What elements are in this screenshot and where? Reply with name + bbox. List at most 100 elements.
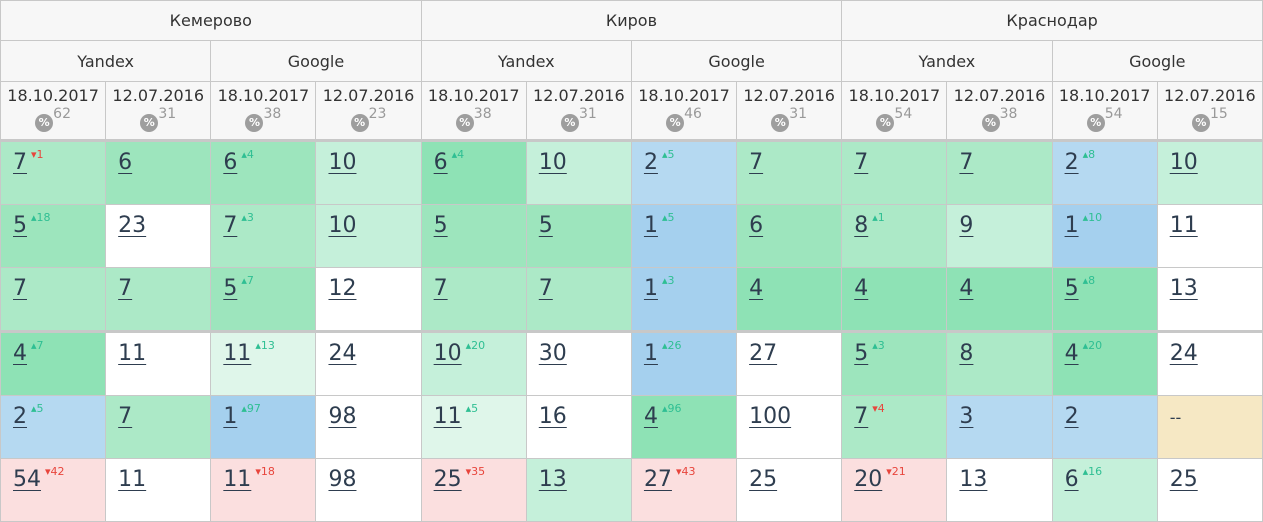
position-value[interactable]: 30 (538, 341, 567, 366)
position-value[interactable]: 2 (643, 150, 658, 175)
position-value[interactable]: 7 (118, 404, 133, 429)
position-value[interactable]: 24 (1169, 341, 1198, 366)
position-value[interactable]: 7 (118, 276, 133, 301)
position-value[interactable]: 4 (959, 276, 974, 301)
position-value[interactable]: 54 (13, 467, 41, 492)
position-cell: 4 (946, 267, 1053, 332)
position-value[interactable]: 6 (1064, 467, 1079, 492)
position-value[interactable]: 13 (1169, 276, 1198, 301)
position-value[interactable]: 5 (1064, 276, 1079, 301)
position-value[interactable]: 7 (13, 276, 27, 301)
position-value[interactable]: 1 (1064, 213, 1079, 238)
position-value[interactable]: 10 (1169, 150, 1198, 175)
position-change-down: ▾35 (466, 465, 486, 478)
position-cell: 98 (315, 458, 422, 522)
triangle-up-icon: ▴ (31, 402, 37, 415)
position-value[interactable]: 5 (223, 276, 238, 301)
position-value[interactable]: 1 (643, 341, 658, 366)
position-value[interactable]: 25 (749, 467, 778, 492)
triangle-up-icon: ▴ (31, 339, 37, 352)
position-value[interactable]: 7 (959, 150, 974, 175)
date-label: 12.07.2016 (322, 86, 415, 105)
position-value[interactable]: 9 (959, 213, 974, 238)
position-value[interactable]: 1 (643, 213, 658, 238)
position-value[interactable]: 24 (328, 341, 357, 366)
position-value[interactable]: 2 (13, 404, 27, 429)
position-value[interactable]: 4 (854, 276, 869, 301)
position-value[interactable]: 6 (118, 150, 133, 175)
position-value[interactable]: 11 (223, 467, 252, 492)
triangle-up-icon: ▴ (1082, 274, 1089, 287)
engine-header: Google (1051, 40, 1263, 82)
position-value[interactable]: 20 (854, 467, 883, 492)
position-value[interactable]: 11 (1169, 213, 1198, 238)
position-value[interactable]: 98 (328, 404, 357, 429)
position-value[interactable]: 5 (538, 213, 553, 238)
position-change-down: ▾1 (31, 148, 44, 161)
position-value[interactable]: 7 (223, 213, 238, 238)
position-value[interactable]: 98 (328, 467, 357, 492)
position-cell: 6 ▴16 (1051, 458, 1158, 522)
date-label: 18.10.2017 (427, 86, 520, 105)
position-value[interactable]: 11 (118, 467, 147, 492)
position-value[interactable]: 3 (959, 404, 974, 429)
engine-header: Google (630, 40, 843, 82)
position-value[interactable]: 8 (854, 213, 869, 238)
position-value[interactable]: 8 (959, 341, 974, 366)
position-change-up: ▴4 (241, 148, 254, 161)
position-cell: 16 (525, 395, 632, 459)
position-value[interactable]: 4 (1064, 341, 1079, 366)
position-value[interactable]: 4 (749, 276, 764, 301)
triangle-up-icon: ▴ (451, 148, 458, 161)
change-value: 7 (36, 339, 44, 352)
position-value[interactable]: 5 (854, 341, 869, 366)
position-cell: 6 (736, 204, 843, 268)
position-value[interactable]: 12 (328, 276, 357, 301)
position-value[interactable]: 1 (643, 276, 658, 301)
position-value[interactable]: 6 (223, 150, 238, 175)
position-cell: 7 (105, 395, 212, 459)
position-cell: 10 (1156, 140, 1263, 205)
position-value[interactable]: 7 (433, 276, 448, 301)
position-value[interactable]: 25 (1169, 467, 1198, 492)
position-value[interactable]: 7 (13, 150, 27, 175)
position-value[interactable]: 1 (223, 404, 238, 429)
percent-icon: % (245, 113, 264, 132)
position-value[interactable]: 6 (433, 150, 448, 175)
position-value[interactable]: 7 (854, 404, 869, 429)
position-value[interactable]: 11 (223, 341, 252, 366)
position-change-up: ▴5 (662, 148, 675, 161)
position-value[interactable]: 23 (118, 213, 147, 238)
position-value[interactable]: 100 (749, 404, 792, 429)
position-value[interactable]: 2 (1064, 404, 1079, 429)
position-value[interactable]: 2 (1064, 150, 1079, 175)
position-value[interactable]: 10 (538, 150, 567, 175)
position-value[interactable]: 7 (749, 150, 764, 175)
position-value[interactable]: 27 (643, 467, 672, 492)
position-value[interactable]: 4 (13, 341, 27, 366)
position-value[interactable]: 5 (433, 213, 448, 238)
position-value[interactable]: 7 (538, 276, 553, 301)
position-cell: 5 ▴3 (841, 330, 948, 396)
position-value[interactable]: 13 (538, 467, 567, 492)
position-cell: 4 (841, 267, 948, 332)
position-value[interactable]: 11 (118, 341, 147, 366)
percent-icon: % (1086, 113, 1105, 132)
position-value[interactable]: 13 (959, 467, 988, 492)
position-value[interactable]: 27 (749, 341, 778, 366)
position-value[interactable]: 16 (538, 404, 567, 429)
change-value: 3 (246, 211, 254, 224)
position-value[interactable]: 7 (854, 150, 869, 175)
position-value[interactable]: 10 (328, 150, 357, 175)
position-value[interactable]: 25 (433, 467, 462, 492)
position-value[interactable]: 4 (643, 404, 658, 429)
position-cell: -- (1156, 395, 1263, 459)
position-value[interactable]: 5 (13, 213, 27, 238)
percent-value: 31 (578, 106, 597, 122)
position-cell: 9 (946, 204, 1053, 268)
position-value[interactable]: 6 (749, 213, 764, 238)
position-value[interactable]: 10 (433, 341, 462, 366)
position-value[interactable]: 11 (433, 404, 462, 429)
position-value[interactable]: 10 (328, 213, 357, 238)
